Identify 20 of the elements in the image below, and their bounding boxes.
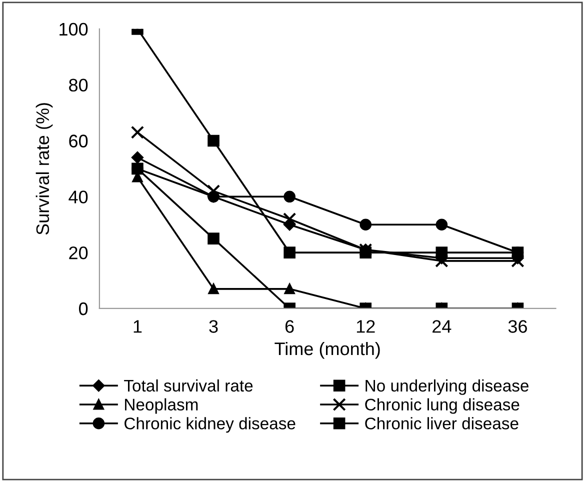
y-tick-label: 20	[69, 246, 88, 260]
y-axis-title: Survival rate (%)	[36, 103, 53, 235]
y-tick-label: 100	[60, 22, 88, 36]
y-tick-label: 60	[69, 134, 88, 148]
legend-label: Neoplasm	[125, 398, 198, 414]
y-tick-label: 80	[69, 78, 88, 92]
legend-label: Chronic kidney disease	[124, 417, 296, 433]
legend-label: Chronic liver disease	[365, 417, 518, 430]
x-tick-label: 3	[209, 320, 218, 333]
x-tick-label: 24	[432, 320, 452, 333]
x-tick-label: 6	[285, 320, 294, 333]
legend-label: Chronic lung disease	[365, 398, 520, 414]
y-tick-label: 40	[68, 190, 88, 204]
x-tick-label: 12	[356, 320, 375, 333]
x-axis-title: Time (month)	[274, 342, 380, 359]
legend-label: No underlying disease	[366, 379, 528, 395]
legend-label: Total survival rate	[124, 379, 253, 392]
x-tick-label: 1	[134, 320, 142, 333]
y-tick-label: 0	[79, 302, 88, 316]
x-tick-label: 36	[508, 320, 527, 333]
